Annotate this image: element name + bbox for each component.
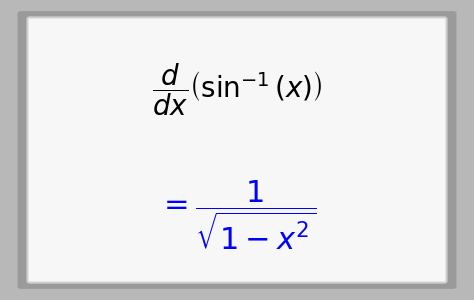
Text: $=\dfrac{1}{\sqrt{1-x^2}}$: $=\dfrac{1}{\sqrt{1-x^2}}$ xyxy=(158,179,316,253)
Text: $\dfrac{d}{dx}\left(\sin^{-1}(x)\right)$: $\dfrac{d}{dx}\left(\sin^{-1}(x)\right)$ xyxy=(152,62,322,118)
FancyBboxPatch shape xyxy=(27,17,447,283)
FancyBboxPatch shape xyxy=(18,11,456,289)
